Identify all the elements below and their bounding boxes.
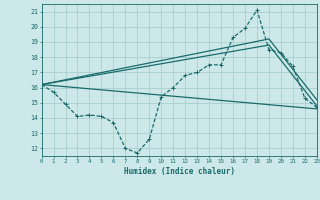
X-axis label: Humidex (Indice chaleur): Humidex (Indice chaleur)	[124, 167, 235, 176]
